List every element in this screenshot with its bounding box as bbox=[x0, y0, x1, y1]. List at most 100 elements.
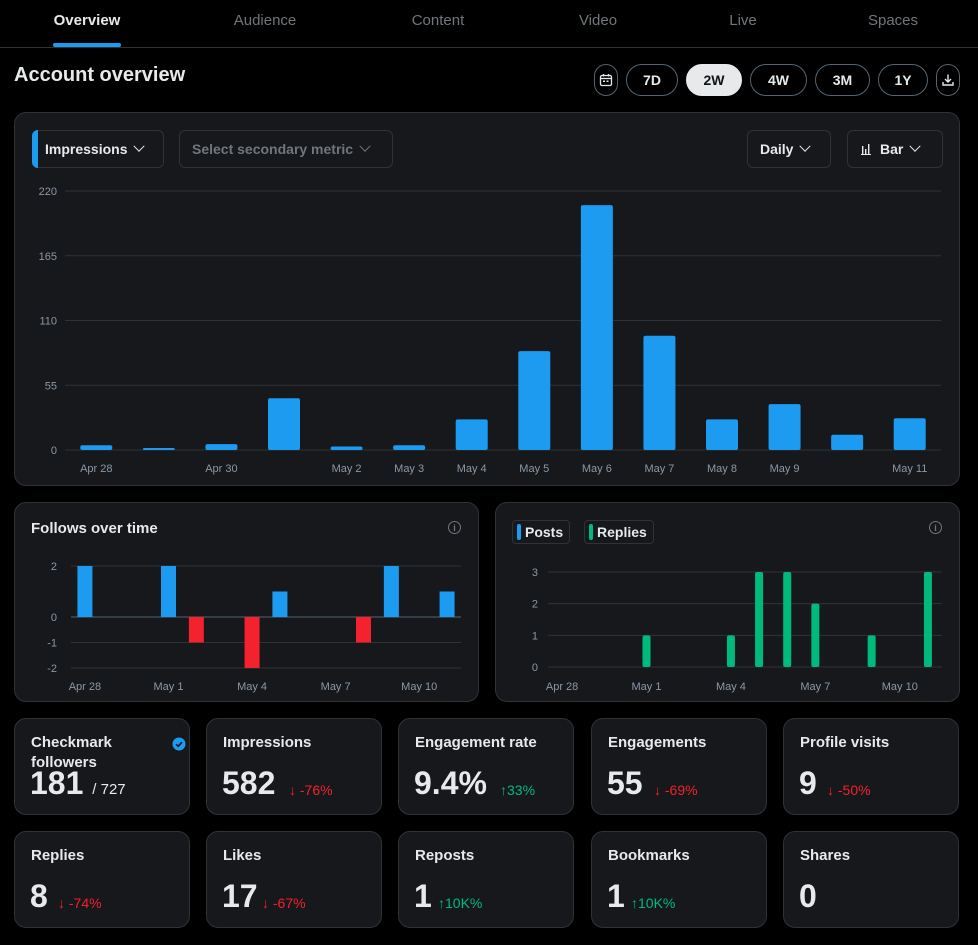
y-tick-label: 0 bbox=[51, 612, 57, 624]
tab-live[interactable]: Live bbox=[729, 12, 757, 29]
x-tick-label: May 1 bbox=[632, 681, 662, 693]
stat-delta-value: -69% bbox=[664, 782, 698, 798]
stat-value: 17 bbox=[222, 878, 258, 914]
arrow-down-icon: ↓ bbox=[289, 782, 296, 798]
stat-delta: ↓ -50% bbox=[827, 782, 871, 798]
stat-delta-value: -67% bbox=[272, 895, 306, 911]
calendar-button[interactable] bbox=[594, 64, 618, 96]
bar bbox=[356, 617, 371, 643]
chevron-down-icon bbox=[133, 140, 146, 152]
stat-delta: ↑33% bbox=[500, 782, 535, 798]
posts-replies-bar-chart: 0 1 2 3 Apr 28 May 1 May 4 May 7 May 10 bbox=[532, 567, 942, 693]
bar bbox=[205, 444, 238, 450]
secondary-metric-label: Select secondary metric bbox=[192, 141, 354, 157]
bar-chart-icon bbox=[861, 144, 871, 155]
primary-metric-dropdown[interactable]: Impressions bbox=[32, 130, 164, 168]
arrow-down-icon: ↓ bbox=[262, 895, 269, 911]
bar bbox=[706, 419, 738, 450]
stat-delta: ↑10K% bbox=[438, 895, 482, 911]
stat-label: Profile visits bbox=[800, 734, 890, 751]
bar bbox=[643, 335, 676, 450]
x-tick-label: May 7 bbox=[644, 463, 674, 475]
bar bbox=[580, 205, 613, 450]
legend-replies[interactable]: Replies bbox=[584, 520, 654, 544]
y-tick-label: 0 bbox=[532, 662, 538, 674]
range-3m-button[interactable]: 3M bbox=[815, 64, 870, 96]
arrow-down-icon: ↓ bbox=[58, 895, 65, 911]
x-tick-label: May 7 bbox=[321, 681, 351, 693]
posts-replies-chart-card: Posts Replies i 0 1 2 3 Apr 28 May 1 May 4 May … bbox=[495, 502, 960, 702]
bar bbox=[142, 448, 175, 450]
tab-content[interactable]: Content bbox=[411, 12, 465, 29]
stat-card-engagements: Engagements 55 ↓ -69% bbox=[591, 718, 767, 815]
stat-delta: ↓ -76% bbox=[289, 782, 333, 798]
stat-value: 181 / 727 bbox=[30, 765, 126, 802]
x-tick-label: May 11 bbox=[892, 463, 927, 475]
chevron-down-icon bbox=[359, 140, 371, 152]
granularity-label: Daily bbox=[760, 141, 794, 157]
y-tick-label: -1 bbox=[47, 638, 57, 650]
stat-card-replies: Replies 8 ↓ -74% bbox=[14, 831, 190, 928]
info-icon[interactable]: i bbox=[929, 521, 942, 534]
bar bbox=[455, 419, 488, 450]
x-tick-label: May 10 bbox=[882, 681, 918, 693]
range-1y-button[interactable]: 1Y bbox=[878, 64, 928, 96]
x-tick-label: Apr 28 bbox=[69, 681, 101, 693]
arrow-down-icon: ↓ bbox=[654, 782, 661, 798]
stat-value: 9.4% bbox=[414, 765, 487, 801]
bar bbox=[518, 351, 551, 450]
bar bbox=[768, 404, 801, 450]
bar bbox=[893, 418, 926, 450]
bar-replies bbox=[811, 603, 820, 667]
stat-delta-value: 33% bbox=[507, 782, 536, 798]
range-7d-button[interactable]: 7D bbox=[626, 64, 678, 96]
stat-label: Replies bbox=[31, 847, 85, 864]
x-tick-label: Apr 28 bbox=[80, 463, 112, 475]
legend-replies-label: Replies bbox=[597, 524, 647, 540]
stat-value: 1 bbox=[607, 878, 625, 914]
range-4w-button[interactable]: 4W bbox=[750, 64, 807, 96]
x-tick-label: May 6 bbox=[582, 463, 612, 475]
bar bbox=[383, 566, 399, 617]
bar-replies bbox=[783, 572, 792, 667]
stat-card-profile-visits: Profile visits 9 ↓ -50% bbox=[783, 718, 959, 815]
tab-spaces[interactable]: Spaces bbox=[867, 12, 919, 29]
follows-title: Follows over time bbox=[31, 520, 158, 537]
active-tab-indicator bbox=[53, 43, 121, 47]
bar-replies bbox=[923, 572, 932, 667]
download-button[interactable] bbox=[936, 64, 960, 96]
stat-label: Likes bbox=[223, 847, 262, 864]
info-icon[interactable]: i bbox=[448, 521, 461, 534]
legend-posts[interactable]: Posts bbox=[512, 520, 571, 544]
tab-audience[interactable]: Audience bbox=[233, 12, 297, 29]
arrow-down-icon: ↓ bbox=[827, 782, 834, 798]
stat-delta-value: -74% bbox=[68, 895, 102, 911]
granularity-dropdown[interactable]: Daily bbox=[747, 130, 831, 168]
stat-value: 55 bbox=[607, 765, 643, 801]
stat-delta-value: -50% bbox=[837, 782, 871, 798]
secondary-metric-dropdown[interactable]: Select secondary metric bbox=[179, 130, 393, 168]
chevron-down-icon bbox=[799, 140, 812, 152]
stat-card-impressions: Impressions 582 ↓ -76% bbox=[206, 718, 382, 815]
bar bbox=[831, 434, 864, 450]
replies-color-swatch bbox=[589, 524, 593, 540]
stat-delta-value: -76% bbox=[299, 782, 333, 798]
x-tick-label: May 1 bbox=[154, 681, 184, 693]
stat-delta: ↑10K% bbox=[631, 895, 675, 911]
impressions-chart-card: Impressions Select secondary metric Dail… bbox=[14, 112, 960, 486]
page-title: Account overview bbox=[14, 64, 186, 86]
chart-type-dropdown[interactable]: Bar bbox=[847, 130, 943, 168]
bar-replies bbox=[867, 635, 876, 667]
range-2w-button[interactable]: 2W bbox=[686, 64, 742, 96]
bar bbox=[330, 446, 363, 450]
tab-video[interactable]: Video bbox=[578, 12, 618, 29]
bar bbox=[161, 566, 176, 617]
stat-value: 9 bbox=[799, 765, 817, 801]
stat-total: / 727 bbox=[92, 781, 126, 798]
tab-overview[interactable]: Overview bbox=[53, 12, 121, 29]
stat-delta: ↓ -67% bbox=[262, 895, 306, 911]
y-tick-label: 165 bbox=[39, 251, 57, 263]
stat-label: Engagements bbox=[608, 734, 707, 751]
stat-label: Bookmarks bbox=[608, 847, 690, 864]
bar bbox=[244, 617, 260, 668]
